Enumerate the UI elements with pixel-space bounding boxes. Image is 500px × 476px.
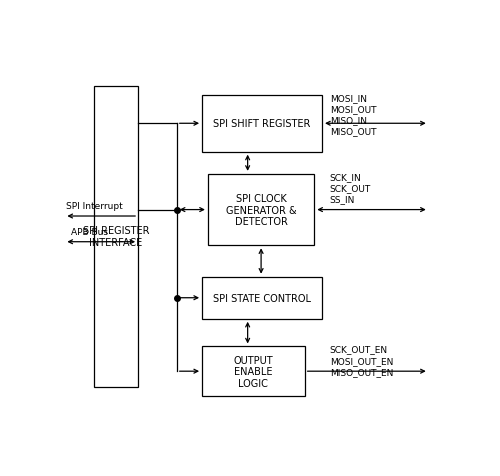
Text: APB Bus: APB Bus [72, 228, 108, 237]
Bar [202, 347, 304, 396]
Text: SPI STATE CONTROL: SPI STATE CONTROL [213, 293, 311, 303]
Text: OUTPUT
ENABLE
LOGIC: OUTPUT ENABLE LOGIC [234, 355, 273, 388]
Text: SPI SHIFT REGISTER: SPI SHIFT REGISTER [214, 119, 311, 129]
Bar [202, 277, 322, 319]
Text: SPI CLOCK
GENERATOR &
DETECTOR: SPI CLOCK GENERATOR & DETECTOR [226, 194, 296, 227]
Bar [202, 96, 322, 152]
Text: SCK_OUT_EN
MOSI_OUT_EN
MISO_OUT_EN: SCK_OUT_EN MOSI_OUT_EN MISO_OUT_EN [330, 345, 393, 376]
Text: MOSI_IN
MOSI_OUT
MISO_IN
MISO_OUT: MOSI_IN MOSI_OUT MISO_IN MISO_OUT [330, 94, 376, 136]
Bar [94, 87, 138, 387]
Bar [208, 174, 314, 246]
Text: SCK_IN
SCK_OUT
SS_IN: SCK_IN SCK_OUT SS_IN [330, 173, 371, 204]
Text: SPI Interrupt: SPI Interrupt [66, 202, 123, 211]
Text: SPI REGISTER
INTERFACE: SPI REGISTER INTERFACE [82, 226, 149, 248]
